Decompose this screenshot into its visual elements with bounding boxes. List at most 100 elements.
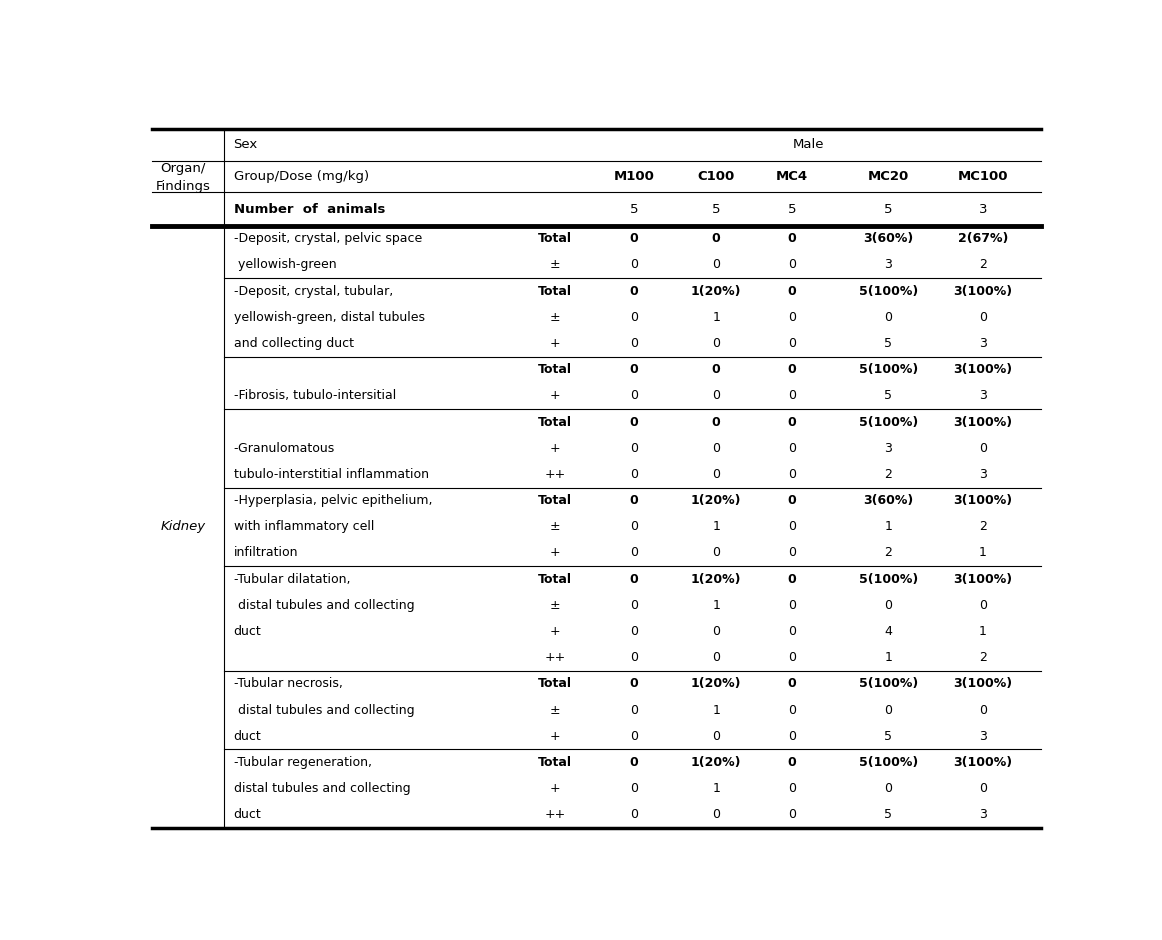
Text: 0: 0	[788, 521, 796, 533]
Text: 5(100%): 5(100%)	[859, 415, 918, 429]
Text: 0: 0	[630, 808, 638, 822]
Text: 3(100%): 3(100%)	[953, 363, 1012, 376]
Text: 1(20%): 1(20%)	[691, 678, 741, 690]
Text: 0: 0	[630, 625, 638, 638]
Text: 0: 0	[630, 311, 638, 324]
Text: 0: 0	[978, 704, 987, 716]
Text: ++: ++	[544, 468, 566, 481]
Text: ++: ++	[544, 808, 566, 822]
Text: 5(100%): 5(100%)	[859, 572, 918, 586]
Text: Total: Total	[538, 415, 572, 429]
Text: MC100: MC100	[957, 170, 1007, 183]
Text: 0: 0	[630, 337, 638, 350]
Text: 0: 0	[630, 651, 638, 665]
Text: +: +	[550, 442, 560, 455]
Text: 4: 4	[884, 625, 892, 638]
Text: 0: 0	[788, 625, 796, 638]
Text: 0: 0	[788, 337, 796, 350]
Text: Kidney: Kidney	[160, 521, 206, 533]
Text: 0: 0	[788, 678, 796, 690]
Text: 0: 0	[788, 415, 796, 429]
Text: 2: 2	[978, 651, 987, 665]
Text: -Tubular necrosis,: -Tubular necrosis,	[234, 678, 343, 690]
Text: 0: 0	[630, 546, 638, 559]
Text: duct: duct	[234, 808, 261, 822]
Text: 0: 0	[712, 232, 720, 245]
Text: 5(100%): 5(100%)	[859, 363, 918, 376]
Text: 2: 2	[884, 546, 892, 559]
Text: Total: Total	[538, 232, 572, 245]
Text: 5: 5	[788, 202, 796, 215]
Text: 2: 2	[884, 468, 892, 481]
Text: C100: C100	[697, 170, 734, 183]
Text: 3(60%): 3(60%)	[863, 232, 913, 245]
Text: 3: 3	[978, 337, 987, 350]
Text: tubulo-interstitial inflammation: tubulo-interstitial inflammation	[234, 468, 429, 481]
Text: 1(20%): 1(20%)	[691, 572, 741, 586]
Text: 0: 0	[788, 232, 796, 245]
Text: -Deposit, crystal, tubular,: -Deposit, crystal, tubular,	[234, 285, 393, 298]
Text: Number  of  animals: Number of animals	[234, 202, 385, 215]
Text: ±: ±	[550, 704, 560, 716]
Text: 0: 0	[630, 572, 639, 586]
Text: 0: 0	[788, 363, 796, 376]
Text: 0: 0	[788, 442, 796, 455]
Text: 0: 0	[630, 729, 638, 743]
Text: +: +	[550, 546, 560, 559]
Text: 0: 0	[712, 389, 720, 402]
Text: distal tubules and collecting: distal tubules and collecting	[234, 599, 414, 612]
Text: 0: 0	[712, 363, 720, 376]
Text: 0: 0	[630, 415, 639, 429]
Text: 0: 0	[978, 442, 987, 455]
Text: 0: 0	[788, 729, 796, 743]
Text: 0: 0	[712, 729, 720, 743]
Text: 2: 2	[978, 521, 987, 533]
Text: yellowish-green: yellowish-green	[234, 258, 336, 272]
Text: 0: 0	[884, 782, 892, 795]
Text: duct: duct	[234, 729, 261, 743]
Text: distal tubules and collecting: distal tubules and collecting	[234, 704, 414, 716]
Text: 5: 5	[884, 389, 892, 402]
Text: 1: 1	[712, 704, 720, 716]
Text: 1: 1	[712, 521, 720, 533]
Text: 1(20%): 1(20%)	[691, 756, 741, 769]
Text: 0: 0	[788, 782, 796, 795]
Text: -Granulomatous: -Granulomatous	[234, 442, 335, 455]
Text: 0: 0	[978, 311, 987, 324]
Text: 0: 0	[788, 258, 796, 272]
Text: 0: 0	[630, 678, 639, 690]
Text: +: +	[550, 337, 560, 350]
Text: 5: 5	[884, 337, 892, 350]
Text: 0: 0	[712, 546, 720, 559]
Text: Total: Total	[538, 363, 572, 376]
Text: 3: 3	[978, 468, 987, 481]
Text: 0: 0	[630, 782, 638, 795]
Text: 5(100%): 5(100%)	[859, 285, 918, 298]
Text: 0: 0	[712, 468, 720, 481]
Text: Total: Total	[538, 494, 572, 508]
Text: yellowish-green, distal tubules: yellowish-green, distal tubules	[234, 311, 424, 324]
Text: 0: 0	[712, 442, 720, 455]
Text: 3: 3	[978, 389, 987, 402]
Text: 1: 1	[978, 625, 987, 638]
Text: and collecting duct: and collecting duct	[234, 337, 353, 350]
Text: 1: 1	[712, 599, 720, 612]
Text: 0: 0	[884, 599, 892, 612]
Text: 0: 0	[712, 415, 720, 429]
Text: -Tubular regeneration,: -Tubular regeneration,	[234, 756, 372, 769]
Text: Total: Total	[538, 678, 572, 690]
Text: +: +	[550, 729, 560, 743]
Text: 3: 3	[884, 442, 892, 455]
Text: Sex: Sex	[234, 138, 258, 151]
Text: 0: 0	[630, 704, 638, 716]
Text: 5: 5	[884, 729, 892, 743]
Text: Group/Dose (mg/kg): Group/Dose (mg/kg)	[234, 170, 368, 183]
Text: 0: 0	[630, 389, 638, 402]
Text: duct: duct	[234, 625, 261, 638]
Text: -Tubular dilatation,: -Tubular dilatation,	[234, 572, 350, 586]
Text: 3(100%): 3(100%)	[953, 572, 1012, 586]
Text: 0: 0	[788, 311, 796, 324]
Text: 1: 1	[712, 782, 720, 795]
Text: 0: 0	[712, 651, 720, 665]
Text: 3: 3	[884, 258, 892, 272]
